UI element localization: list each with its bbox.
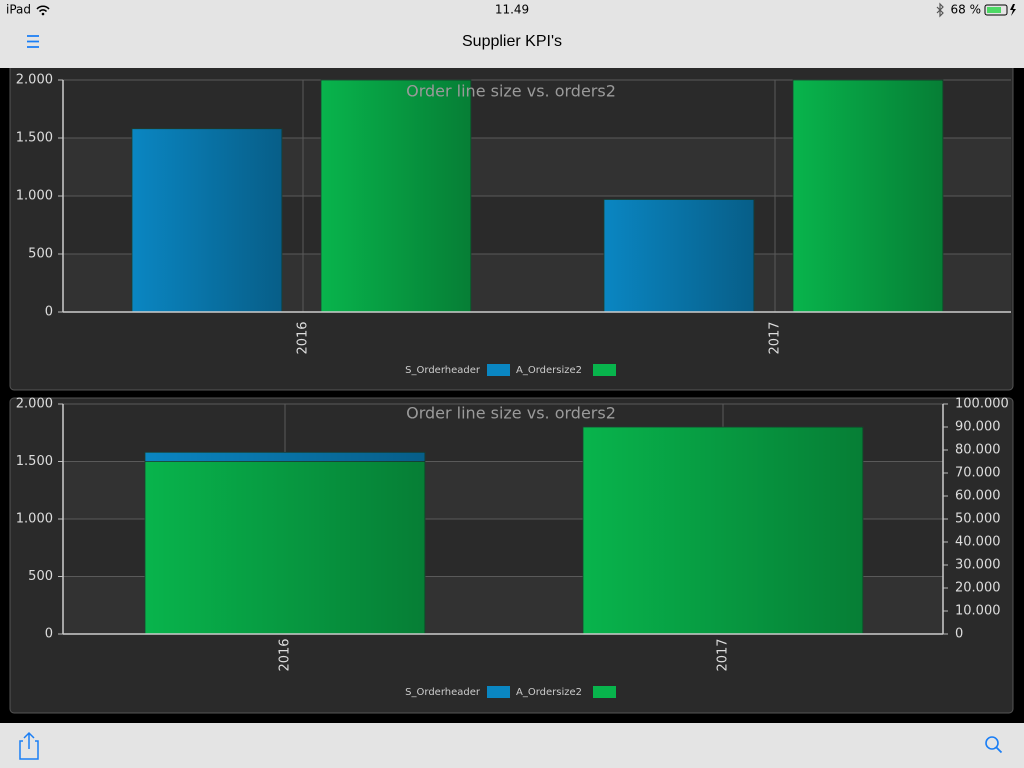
wifi-icon bbox=[36, 5, 50, 13]
y2-tick-label: 100.000 bbox=[955, 397, 1009, 412]
y-tick-label: 0 bbox=[45, 305, 53, 320]
y2-tick-label: 60.000 bbox=[955, 489, 1001, 504]
charging-icon bbox=[1010, 4, 1016, 16]
y-tick-label: 0 bbox=[45, 627, 53, 642]
search-icon[interactable] bbox=[985, 736, 999, 750]
device: iPad bbox=[6, 3, 31, 17]
search-handle[interactable] bbox=[995, 746, 1003, 754]
nav-title: Supplier KPI's bbox=[462, 33, 562, 50]
legend-swatch bbox=[487, 686, 510, 698]
battery-fill bbox=[987, 7, 1001, 13]
bluetooth-icon bbox=[936, 2, 944, 18]
share-icon[interactable] bbox=[19, 731, 39, 760]
y-tick-label: 1.000 bbox=[16, 512, 53, 527]
y2-tick-label: 50.000 bbox=[955, 512, 1001, 527]
menu-button[interactable] bbox=[27, 35, 39, 48]
x-tick-label: 2017 bbox=[768, 321, 783, 354]
y2-tick-label: 40.000 bbox=[955, 535, 1001, 550]
y-tick-label: 2.000 bbox=[16, 397, 53, 412]
legend-label: A_Ordersize2 bbox=[516, 365, 582, 376]
charts: 0 500 1.000 1.500 2.000 2016 2017 Order line si… bbox=[9, 68, 1014, 714]
y2-tick-label: 20.000 bbox=[955, 581, 1001, 596]
legend-swatch bbox=[593, 364, 616, 376]
legend-label: S_Orderheader bbox=[405, 687, 481, 698]
bar-shade bbox=[145, 461, 425, 634]
y2-tick-label: 90.000 bbox=[955, 420, 1001, 435]
top-bar bbox=[0, 0, 1024, 68]
x-tick-label: 2016 bbox=[278, 638, 293, 671]
y2-tick-label: 80.000 bbox=[955, 443, 1001, 458]
menu-icon[interactable] bbox=[27, 35, 39, 48]
y-tick-label: 2.000 bbox=[16, 73, 53, 88]
x-tick-label: 2016 bbox=[296, 321, 311, 354]
legend-swatch bbox=[487, 364, 510, 376]
y-tick-label: 1.500 bbox=[16, 131, 53, 146]
bar-shade bbox=[793, 80, 943, 312]
y-tick-label: 1.500 bbox=[16, 454, 53, 469]
chart-title: Order line size vs. orders2 bbox=[406, 82, 616, 101]
bar-shade bbox=[604, 199, 754, 312]
bar-shade bbox=[132, 128, 282, 312]
wifi-dot bbox=[41, 12, 45, 16]
battery-level: 68 % bbox=[951, 3, 982, 17]
legend-swatch bbox=[593, 686, 616, 698]
y2-tick-label: 10.000 bbox=[955, 604, 1001, 619]
y2-tick-label: 70.000 bbox=[955, 466, 1001, 481]
y-tick-label: 1.000 bbox=[16, 189, 53, 204]
chart-title: Order line size vs. orders2 bbox=[406, 404, 616, 423]
y2-tick-label: 30.000 bbox=[955, 558, 1001, 573]
bar-shade bbox=[583, 427, 863, 634]
x-tick-label: 2017 bbox=[716, 638, 731, 671]
y-tick-label: 500 bbox=[28, 247, 53, 262]
legend-label: S_Orderheader bbox=[405, 365, 481, 376]
bottom-toolbar bbox=[0, 723, 1024, 768]
bar-shade bbox=[321, 80, 471, 312]
legend-label: A_Ordersize2 bbox=[516, 687, 582, 698]
share-button[interactable] bbox=[19, 731, 39, 760]
y-tick-label: 500 bbox=[28, 569, 53, 584]
y2-tick-label: 0 bbox=[955, 627, 963, 642]
battery-icon bbox=[984, 4, 1008, 16]
search-button[interactable] bbox=[985, 736, 1003, 754]
time: 11.49 bbox=[495, 3, 529, 17]
